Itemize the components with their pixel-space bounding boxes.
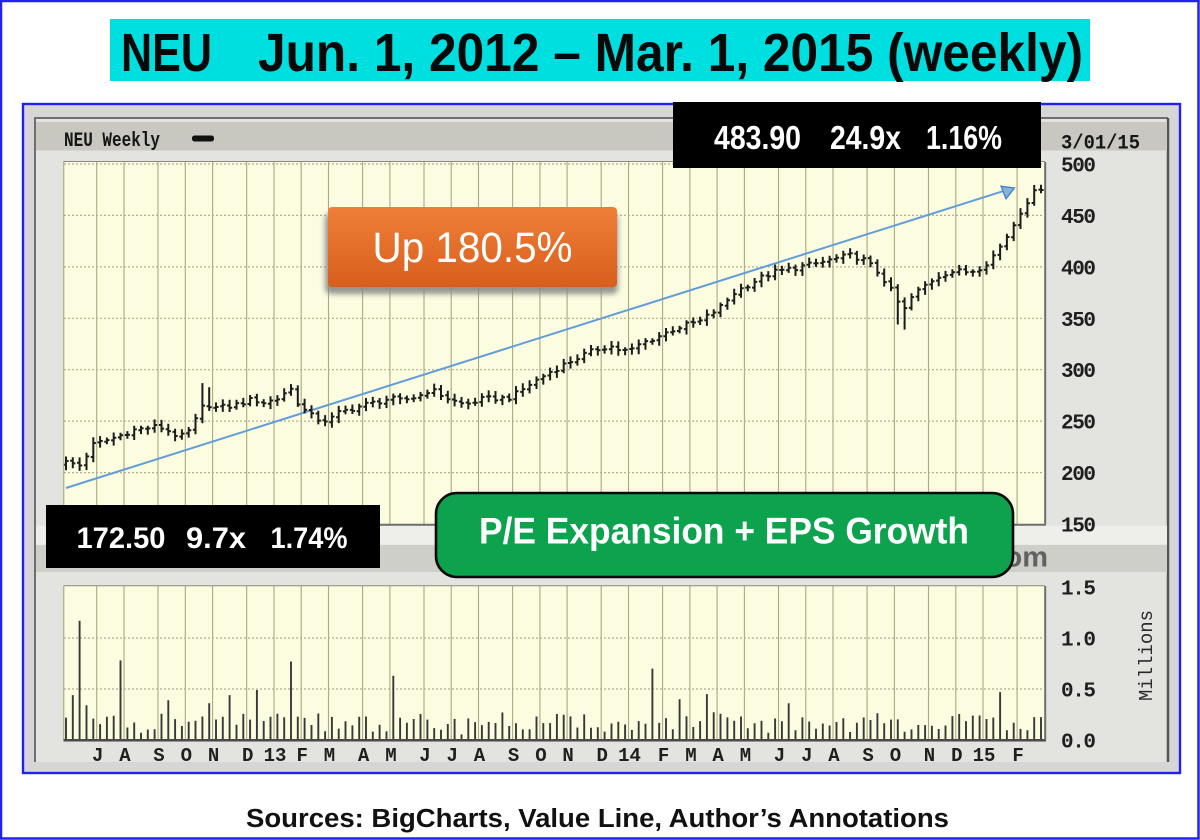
svg-text:M: M — [740, 745, 751, 767]
svg-text:9.7x: 9.7x — [186, 522, 246, 555]
svg-text:N: N — [924, 745, 935, 767]
svg-text:400: 400 — [1061, 258, 1096, 281]
svg-text:13: 13 — [264, 745, 287, 767]
svg-text:172.50: 172.50 — [77, 522, 166, 555]
svg-text:1.74%: 1.74% — [271, 522, 348, 555]
svg-text:S: S — [153, 745, 164, 767]
svg-text:Up 180.5%: Up 180.5% — [373, 224, 573, 272]
svg-text:0.0: 0.0 — [1061, 732, 1096, 755]
svg-text:500: 500 — [1061, 156, 1096, 179]
svg-text:J: J — [419, 745, 430, 767]
svg-text:A: A — [119, 745, 131, 767]
svg-text:J: J — [92, 745, 103, 767]
svg-text:S: S — [862, 745, 873, 767]
svg-text:O: O — [181, 745, 192, 767]
svg-text:S: S — [508, 745, 519, 767]
svg-text:Millions: Millions — [1136, 610, 1158, 701]
svg-text:N: N — [208, 745, 219, 767]
svg-text:483.90: 483.90 — [714, 119, 801, 156]
svg-text:250: 250 — [1061, 413, 1096, 436]
svg-text:D: D — [242, 745, 253, 767]
svg-text:D: D — [951, 745, 962, 767]
svg-text:450: 450 — [1061, 207, 1096, 230]
svg-text:200: 200 — [1061, 464, 1096, 487]
svg-text:A: A — [358, 745, 370, 767]
svg-text:Jun. 1, 2012 – Mar. 1, 2015 (w: Jun. 1, 2012 – Mar. 1, 2015 (weekly) — [258, 23, 1083, 83]
svg-text:F: F — [1012, 745, 1023, 767]
svg-text:J: J — [774, 745, 785, 767]
svg-text:NEU: NEU — [121, 23, 212, 83]
svg-text:D: D — [596, 745, 607, 767]
svg-text:350: 350 — [1061, 310, 1096, 333]
svg-text:Sources: BigCharts, Value Line: Sources: BigCharts, Value Line, Author’s… — [246, 805, 949, 833]
svg-text:O: O — [535, 745, 546, 767]
svg-text:O: O — [890, 745, 901, 767]
svg-text:M: M — [685, 745, 696, 767]
svg-text:300: 300 — [1061, 361, 1096, 384]
svg-text:15: 15 — [973, 745, 996, 767]
svg-text:1.0: 1.0 — [1061, 630, 1096, 653]
svg-text:N: N — [562, 745, 573, 767]
svg-text:A: A — [828, 745, 840, 767]
svg-text:A: A — [712, 745, 724, 767]
svg-text:J: J — [801, 745, 812, 767]
svg-text:3/01/15: 3/01/15 — [1061, 133, 1140, 156]
svg-text:P/E Expansion + EPS Growth: P/E Expansion + EPS Growth — [479, 511, 969, 552]
svg-text:NEU Weekly: NEU Weekly — [64, 130, 160, 153]
svg-text:0.5: 0.5 — [1061, 681, 1096, 704]
svg-text:150: 150 — [1061, 516, 1096, 539]
svg-text:1.5: 1.5 — [1061, 579, 1096, 602]
svg-text:M: M — [385, 745, 396, 767]
svg-text:14: 14 — [618, 745, 641, 767]
svg-text:F: F — [296, 745, 307, 767]
svg-text:1.16%: 1.16% — [926, 119, 1002, 156]
svg-text:M: M — [324, 745, 335, 767]
svg-text:J: J — [446, 745, 457, 767]
svg-text:24.9x: 24.9x — [830, 119, 902, 156]
svg-text:A: A — [474, 745, 486, 767]
svg-text:F: F — [658, 745, 669, 767]
